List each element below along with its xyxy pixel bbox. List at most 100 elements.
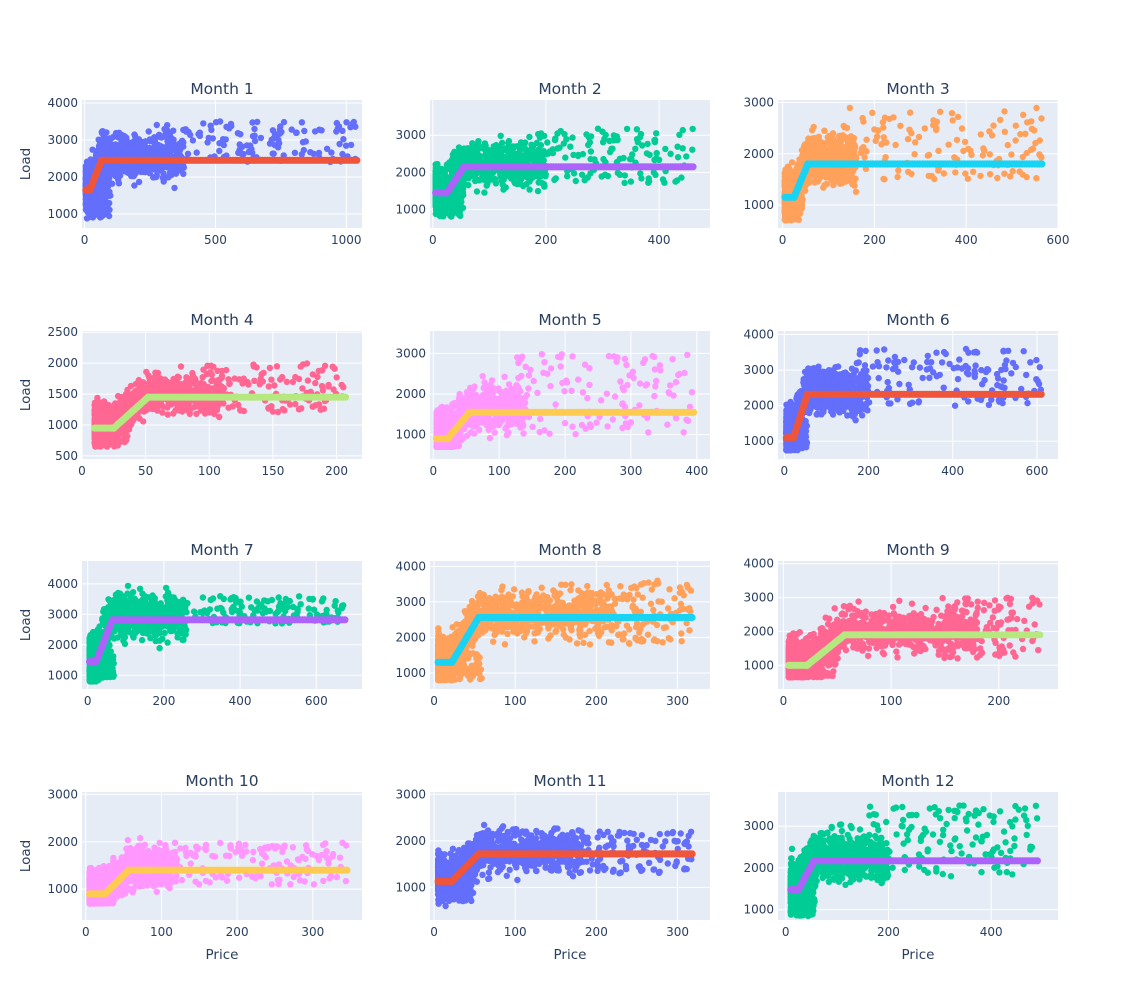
scatter-point	[667, 150, 674, 157]
scatter-point	[925, 151, 933, 159]
y-tick-label: 3000	[395, 128, 426, 142]
scatter-point	[674, 154, 682, 161]
scatter-point	[216, 147, 223, 155]
scatter-point	[787, 214, 795, 221]
scatter-point	[481, 189, 488, 196]
scatter-point	[103, 129, 110, 136]
scatter-point	[564, 173, 571, 180]
scatter-point	[1008, 151, 1015, 158]
scatter-point	[634, 139, 642, 146]
scatter-point	[958, 125, 966, 132]
scatter-point	[552, 135, 559, 142]
scatter-point	[249, 119, 256, 126]
scatter-point	[579, 150, 587, 158]
scatter-point	[165, 151, 172, 159]
scatter-point	[251, 125, 258, 133]
scatter-point	[594, 125, 602, 132]
x-tick-label: 500	[204, 233, 227, 247]
scatter-point	[82, 174, 90, 182]
scatter-point	[493, 141, 500, 149]
scatter-point	[672, 178, 679, 185]
scatter-point	[314, 373, 321, 381]
scatter-point	[781, 176, 789, 183]
scatter-point	[209, 135, 216, 142]
scatter-point	[832, 167, 839, 174]
scatter-point	[921, 125, 928, 132]
scatter-point	[339, 150, 346, 158]
scatter-point	[1001, 108, 1008, 115]
scatter-point	[535, 130, 542, 138]
fit-line-point	[353, 156, 361, 164]
scatter-point	[134, 164, 141, 171]
scatter-point	[116, 172, 124, 179]
scatter-point	[129, 172, 136, 179]
scatter-point	[432, 164, 439, 172]
scatter-point	[93, 148, 101, 156]
scatter-point	[652, 171, 659, 178]
scatter-point	[881, 114, 889, 121]
scatter-point	[508, 155, 515, 163]
scatter-point	[964, 175, 972, 182]
scatter-point	[103, 162, 111, 170]
scatter-point	[307, 149, 314, 156]
scatter-point	[802, 152, 809, 160]
scatter-point	[535, 173, 542, 180]
y-tick-label: 3000	[47, 133, 78, 147]
scatter-point	[598, 173, 605, 180]
scatter-point	[962, 170, 969, 177]
scatter-point	[800, 142, 808, 150]
fit-line-point	[1038, 160, 1046, 168]
scatter-point	[184, 150, 192, 157]
scatter-point	[151, 150, 159, 158]
scatter-point	[460, 191, 467, 199]
scatter-point	[869, 109, 876, 117]
scatter-point	[861, 154, 868, 161]
scatter-point	[814, 178, 821, 185]
scatter-point	[839, 132, 847, 139]
scatter-point	[821, 127, 828, 134]
scatter-point	[342, 142, 350, 149]
scatter-point	[200, 120, 207, 127]
scatter-point	[131, 131, 138, 138]
scatter-point	[602, 131, 609, 139]
scatter-point	[674, 143, 681, 150]
scatter-point	[925, 172, 932, 180]
scatter-point	[679, 126, 686, 134]
scatter-point	[299, 139, 307, 146]
scatter-point	[563, 136, 570, 143]
scatter-point	[528, 141, 535, 148]
scatter-point	[551, 176, 558, 183]
scatter-point	[299, 385, 306, 392]
scatter-point	[961, 138, 969, 146]
scatter-point	[875, 127, 882, 134]
scatter-point	[460, 178, 467, 185]
subplot-title: Month 2	[538, 80, 601, 98]
scatter-point	[829, 130, 837, 137]
scatter-point	[857, 149, 865, 156]
scatter-point	[562, 154, 569, 161]
scatter-point	[1028, 118, 1035, 125]
scatter-point	[890, 114, 897, 121]
scatter-point	[293, 129, 300, 136]
scatter-point	[83, 197, 90, 204]
scatter-point	[882, 154, 889, 161]
scatter-point	[544, 139, 551, 146]
scatter-point	[280, 118, 288, 126]
scatter-point	[655, 156, 663, 163]
scatter-point	[874, 133, 881, 140]
scatter-point	[895, 167, 902, 174]
scatter-point	[301, 127, 308, 135]
scatter-point	[644, 140, 651, 148]
scatter-point	[599, 139, 607, 146]
scatter-point	[569, 134, 576, 141]
scatter-point	[178, 138, 185, 145]
scatter-point	[786, 205, 793, 212]
scatter-point	[155, 166, 162, 173]
scatter-point	[621, 172, 629, 179]
scatter-point	[892, 141, 899, 149]
scatter-point	[604, 172, 612, 180]
scatter-point	[542, 151, 550, 158]
scatter-point	[269, 150, 276, 157]
scatter-point	[613, 133, 620, 140]
scatter-point	[679, 145, 686, 152]
